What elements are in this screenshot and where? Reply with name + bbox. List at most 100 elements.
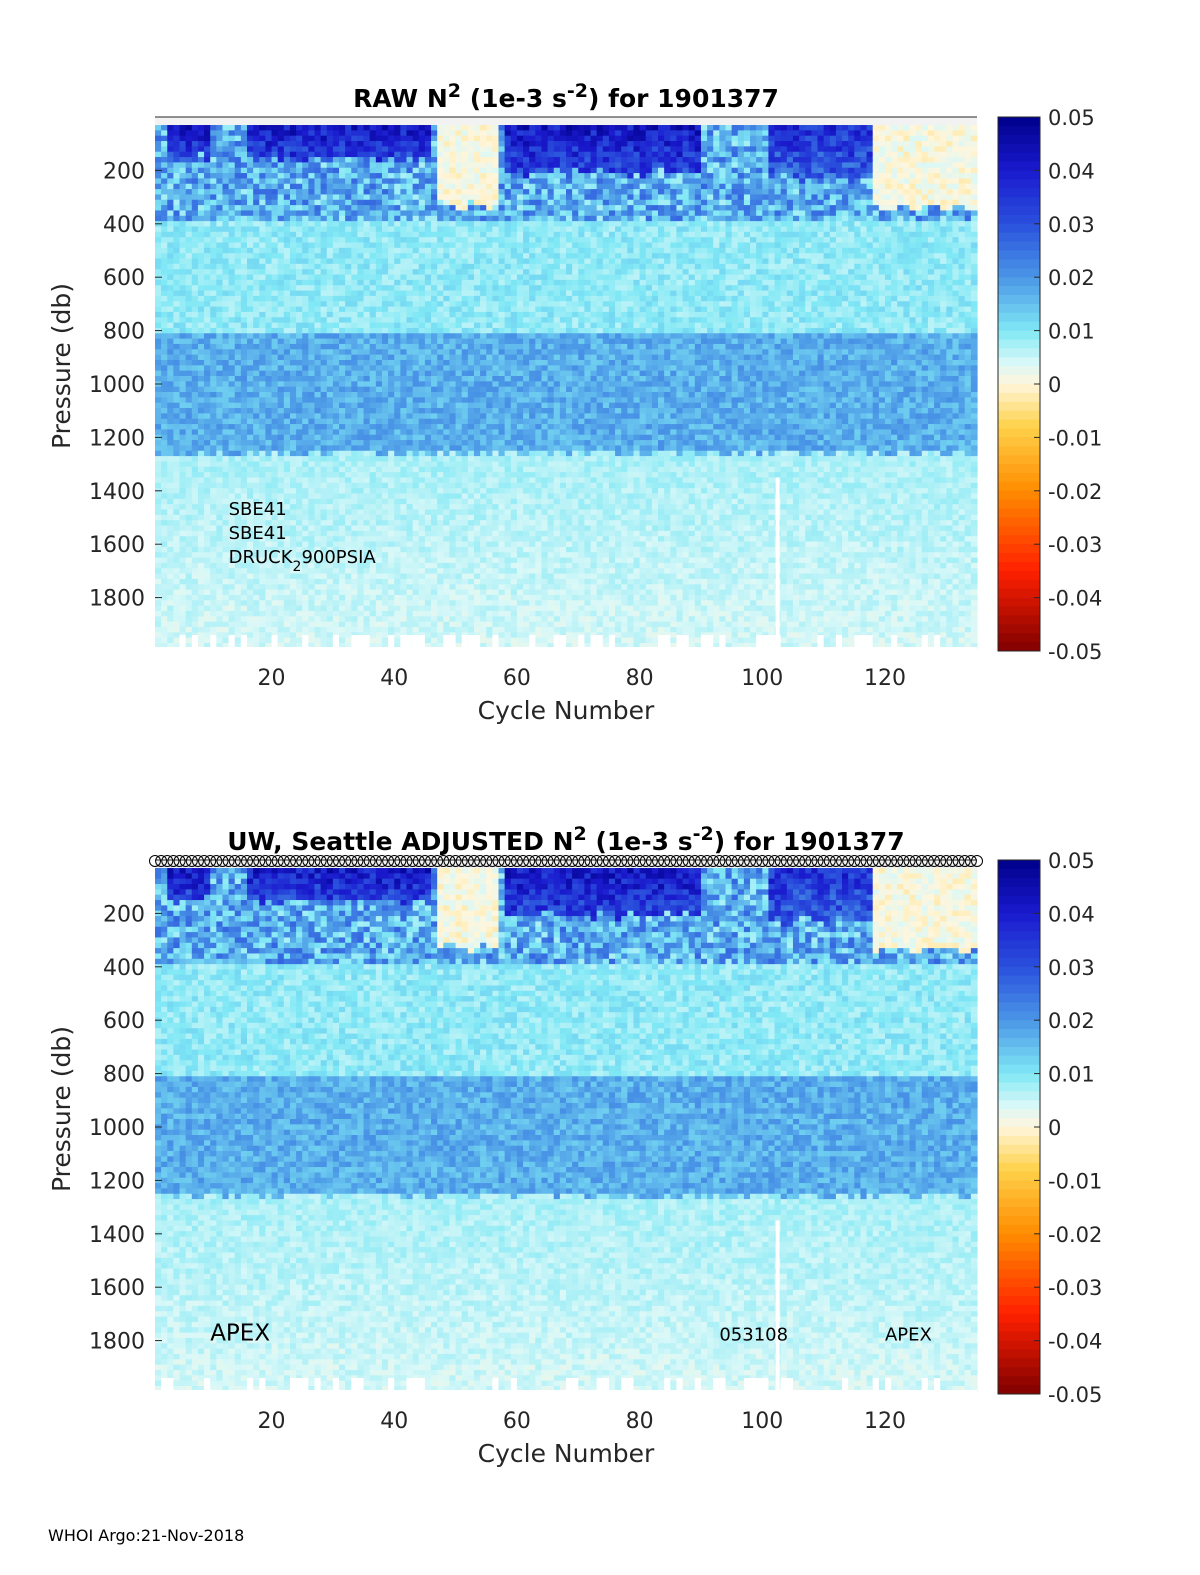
- heat-cell: [364, 483, 371, 489]
- heat-cell: [333, 344, 340, 350]
- heat-cell: [167, 333, 174, 339]
- heat-cell: [370, 259, 377, 265]
- heat-cell: [345, 248, 352, 254]
- heat-cell: [278, 312, 285, 318]
- heat-cell: [456, 590, 463, 596]
- heat-cell: [173, 419, 180, 425]
- heat-cell: [253, 371, 260, 377]
- heat-cell: [308, 200, 315, 206]
- heat-cell: [339, 531, 346, 537]
- heat-cell: [229, 408, 236, 414]
- heat-cell: [278, 157, 285, 163]
- heat-cell: [216, 520, 223, 526]
- heat-cell: [364, 499, 371, 505]
- heat-cell: [449, 574, 456, 580]
- heat-cell: [259, 307, 266, 313]
- heat-cell: [167, 531, 174, 537]
- heat-cell: [296, 125, 303, 131]
- heat-cell: [364, 173, 371, 179]
- heat-cell: [222, 611, 229, 617]
- heat-cell: [192, 590, 199, 596]
- heat-cell: [210, 264, 217, 270]
- heat-cell: [155, 189, 162, 195]
- heat-cell: [204, 269, 211, 275]
- heat-cell: [253, 194, 260, 200]
- heat-cell: [302, 280, 309, 286]
- heat-cell: [308, 376, 315, 382]
- heat-cell: [425, 622, 432, 628]
- heat-cell: [272, 568, 279, 574]
- heat-cell: [198, 435, 205, 441]
- heat-cell: [247, 381, 254, 387]
- heat-cell: [425, 632, 432, 638]
- heat-cell: [413, 488, 420, 494]
- heat-cell: [161, 563, 168, 569]
- heat-cell: [210, 360, 217, 366]
- heat-cell: [296, 312, 303, 318]
- heat-cell: [357, 339, 364, 345]
- heat-cell: [284, 344, 291, 350]
- heat-cell: [314, 253, 321, 259]
- heat-cell: [333, 467, 340, 473]
- heat-cell: [407, 349, 414, 355]
- heat-cell: [400, 248, 407, 254]
- heat-cell: [247, 413, 254, 419]
- heat-cell: [308, 248, 315, 254]
- heat-cell: [173, 477, 180, 483]
- heat-cell: [204, 611, 211, 617]
- heat-cell: [259, 461, 266, 467]
- heat-cell: [229, 194, 236, 200]
- heat-cell: [462, 237, 469, 243]
- heat-cell: [413, 162, 420, 168]
- heat-cell: [321, 317, 328, 323]
- heat-cell: [253, 152, 260, 158]
- heat-cell: [235, 248, 242, 254]
- heat-cell: [173, 136, 180, 142]
- heat-cell: [462, 285, 469, 291]
- heat-cell: [437, 622, 444, 628]
- heat-cell: [333, 312, 340, 318]
- heat-cell: [222, 280, 229, 286]
- heat-cell: [370, 536, 377, 542]
- heat-cell: [296, 488, 303, 494]
- heat-cell: [204, 248, 211, 254]
- heat-cell: [314, 520, 321, 526]
- heat-cell: [302, 178, 309, 184]
- heat-cell: [437, 531, 444, 537]
- heat-cell: [229, 574, 236, 580]
- heat-cell: [210, 563, 217, 569]
- heat-cell: [382, 264, 389, 270]
- heat-cell: [382, 488, 389, 494]
- heat-cell: [167, 552, 174, 558]
- heat-cell: [413, 226, 420, 232]
- heat-cell: [296, 253, 303, 259]
- heat-cell: [308, 226, 315, 232]
- heat-cell: [180, 376, 187, 382]
- heat-cell: [431, 509, 438, 515]
- heat-cell: [173, 275, 180, 281]
- heat-cell: [180, 606, 187, 612]
- heat-cell: [173, 371, 180, 377]
- heat-cell: [321, 146, 328, 152]
- heat-cell: [382, 291, 389, 297]
- heat-cell: [210, 355, 217, 361]
- heat-cell: [376, 339, 383, 345]
- heat-cell: [437, 253, 444, 259]
- heat-cell: [308, 440, 315, 446]
- heat-cell: [382, 574, 389, 580]
- heat-cell: [308, 590, 315, 596]
- heat-cell: [180, 467, 187, 473]
- heat-cell: [241, 403, 248, 409]
- heat-cell: [180, 616, 187, 622]
- heat-cell: [161, 339, 168, 345]
- heat-cell: [259, 579, 266, 585]
- heat-cell: [284, 387, 291, 393]
- heat-cell: [198, 622, 205, 628]
- heat-cell: [265, 152, 272, 158]
- heat-cell: [333, 365, 340, 371]
- heat-cell: [351, 184, 358, 190]
- heat-cell: [400, 542, 407, 548]
- heat-cell: [265, 226, 272, 232]
- heat-cell: [456, 328, 463, 334]
- heat-cell: [173, 526, 180, 532]
